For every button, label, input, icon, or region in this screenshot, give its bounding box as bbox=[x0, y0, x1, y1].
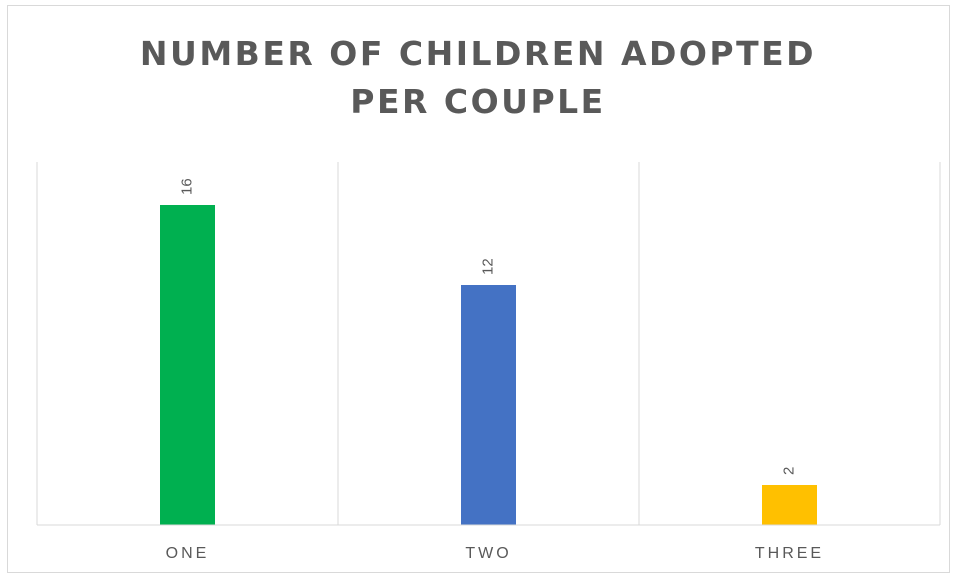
x-tick-label-two: TWO bbox=[465, 545, 511, 562]
chart-title-line-2: PER COUPLE bbox=[350, 82, 606, 121]
bar-two bbox=[461, 285, 516, 525]
data-label-three: 2 bbox=[780, 467, 797, 475]
chart-title-line-1: NUMBER OF CHILDREN ADOPTED bbox=[139, 34, 817, 73]
chart-title: NUMBER OF CHILDREN ADOPTED PER COUPLE bbox=[0, 30, 956, 126]
x-axis-tick-labels: ONE TWO THREE bbox=[166, 545, 824, 562]
data-label-two: 12 bbox=[479, 258, 496, 275]
bars bbox=[160, 205, 817, 525]
x-tick-label-three: THREE bbox=[755, 545, 824, 562]
bar-one bbox=[160, 205, 215, 525]
gridlines bbox=[36, 162, 941, 525]
data-labels: 16 12 2 bbox=[178, 178, 797, 475]
data-label-one: 16 bbox=[178, 178, 195, 195]
bar-three bbox=[762, 485, 817, 525]
x-tick-label-one: ONE bbox=[166, 545, 210, 562]
